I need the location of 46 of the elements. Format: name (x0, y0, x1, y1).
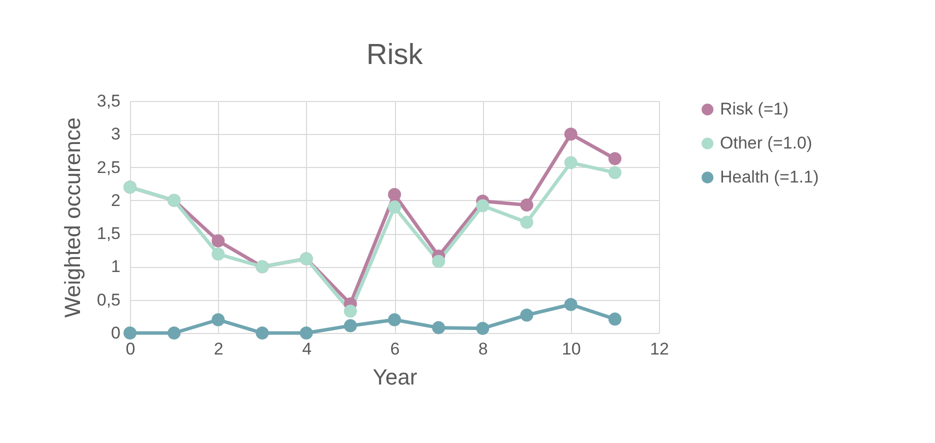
point (520, 198, 534, 212)
point (520, 308, 534, 322)
y-tick-label: 3 (111, 124, 120, 144)
point (168, 326, 181, 340)
y-tick-label: 0 (111, 324, 120, 342)
point (476, 322, 490, 335)
y-tick-label: 1 (111, 257, 120, 276)
x-tick-label: 12 (650, 340, 669, 358)
point (212, 313, 225, 326)
x-tick-label: 0 (126, 340, 136, 358)
point (432, 254, 446, 268)
x-tick-label: 4 (302, 340, 312, 358)
y-axis-title: Weighted occurence (60, 117, 85, 318)
legend-label: Risk (=1) (720, 100, 788, 118)
y-tick-label: 2 (111, 190, 120, 210)
x-tick-label: 6 (390, 340, 400, 358)
point (344, 319, 357, 332)
x-tick-label: 8 (478, 340, 488, 358)
x-axis-title: Year (372, 364, 418, 390)
y-tick-label: 0,5 (96, 290, 120, 310)
x-tick-label: 10 (562, 340, 581, 358)
point (212, 234, 225, 248)
y-tick-label: 3,5 (96, 92, 120, 110)
point (608, 152, 622, 166)
legend-label: Other (=1.0) (720, 134, 812, 152)
point (256, 326, 269, 340)
point (520, 216, 534, 229)
point (300, 326, 313, 340)
point (476, 199, 490, 212)
point (388, 313, 402, 326)
x-tick-label: 2 (214, 340, 224, 358)
point (608, 312, 622, 326)
point (432, 321, 446, 334)
chart-title: Risk (366, 39, 424, 71)
point (344, 304, 357, 318)
point (212, 248, 225, 261)
point (123, 326, 137, 340)
y-tick-label: 1,5 (96, 224, 120, 244)
point (388, 200, 402, 214)
legend-label: Health (=1.1) (720, 168, 819, 186)
point (564, 128, 578, 141)
point (608, 166, 622, 180)
point (564, 156, 578, 170)
y-tick-label: 2,5 (96, 158, 120, 177)
point (564, 298, 578, 312)
point (388, 188, 402, 201)
